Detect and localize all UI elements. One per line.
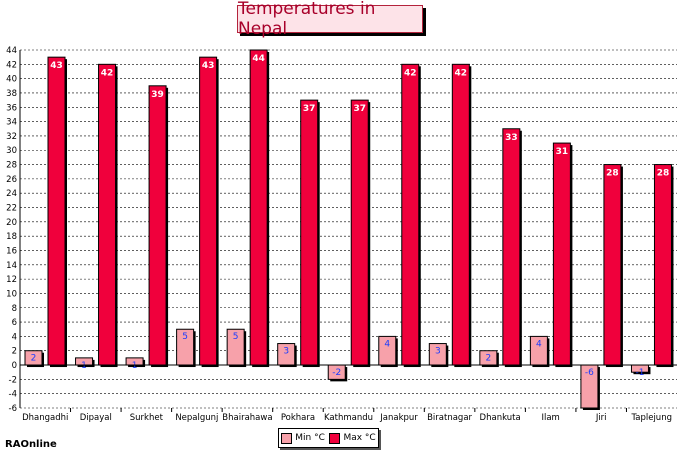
y-tick-label: -2 (9, 375, 17, 385)
data-label-max: 42 (404, 68, 417, 78)
y-tick-label: 12 (6, 275, 17, 285)
y-tick-label: 2 (12, 347, 17, 357)
y-tick-label: 42 (6, 60, 17, 70)
legend-swatch-min (281, 432, 293, 444)
bar-max (47, 56, 66, 366)
y-tick-label: -6 (9, 404, 17, 414)
x-tick-label: Surkhet (130, 413, 164, 423)
bar-max (199, 56, 218, 366)
x-tick-label: Dhankuta (480, 413, 521, 423)
data-label-max: 39 (151, 90, 164, 100)
bar-max (401, 63, 420, 366)
bar-max (603, 164, 622, 366)
bar-max (451, 63, 470, 366)
y-axis-ticks: 4442403836343230282624222018161412108642… (6, 46, 17, 414)
y-tick-label: 0 (12, 361, 17, 371)
bar-max (653, 164, 672, 366)
bar-max (300, 99, 319, 366)
data-label-min: 2 (485, 354, 491, 364)
y-tick-label: 6 (12, 318, 17, 328)
legend-swatch-max (329, 432, 341, 444)
data-label-min: 3 (283, 347, 289, 357)
y-tick-label: 26 (6, 175, 17, 185)
y-tick-label: 34 (6, 118, 17, 128)
y-tick-label: 18 (6, 232, 17, 242)
bar-max (249, 49, 268, 366)
y-tick-label: 22 (6, 204, 17, 214)
x-tick-label: Biratnagar (427, 413, 472, 423)
x-axis-labels: Dhangadhi Dipayal Surkhet Nepalgunj Bhairaha… (22, 413, 672, 423)
y-tick-label: 4 (12, 332, 17, 342)
y-tick-label: 44 (6, 46, 17, 56)
y-tick-label: 24 (6, 189, 17, 199)
x-tick-label: Taplejung (630, 413, 672, 423)
y-tick-label: 20 (6, 218, 17, 228)
y-tick-label: 40 (6, 75, 17, 85)
chart-title: Temperatures in Nepal (237, 0, 423, 39)
data-label-min: 4 (536, 339, 542, 349)
y-tick-label: 32 (6, 132, 17, 142)
x-category-separators (70, 408, 627, 412)
chart-title-text: Temperatures in Nepal (238, 0, 376, 39)
data-label-max: 44 (252, 54, 265, 64)
y-tick-label: 38 (6, 89, 17, 99)
data-label-max: 37 (353, 104, 366, 114)
bar-max (502, 128, 521, 366)
data-label-min: -2 (332, 368, 341, 378)
watermark: RAOnline (5, 439, 57, 450)
bar-max (350, 99, 369, 366)
bar-labels: 243142139543544337-237442342233431-628-1… (31, 54, 670, 378)
y-tick-label: 14 (6, 261, 17, 271)
bars (24, 49, 674, 410)
y-tick-label: 10 (6, 289, 17, 299)
data-label-min: -6 (585, 368, 594, 378)
legend: Min °C Max °C (278, 428, 379, 448)
legend-label-max: Max °C (343, 433, 376, 443)
y-tick-label: -4 (9, 390, 17, 400)
data-label-min: 1 (132, 361, 138, 371)
bar-max (148, 85, 167, 366)
x-tick-label: Janakpur (379, 413, 418, 423)
x-tick-label: Dhangadhi (22, 413, 68, 423)
data-label-min: -1 (635, 368, 644, 378)
data-label-max: 43 (50, 61, 63, 71)
data-label-max: 28 (657, 169, 670, 179)
data-label-max: 43 (202, 61, 215, 71)
data-label-min: 3 (435, 347, 441, 357)
y-tick-label: 36 (6, 103, 17, 113)
data-label-min: 1 (81, 361, 87, 371)
data-label-min: 2 (31, 354, 37, 364)
legend-label-min: Min °C (295, 433, 325, 443)
y-tick-label: 16 (6, 246, 17, 256)
bar-max (98, 63, 117, 366)
x-tick-label: Kathmandu (324, 413, 373, 423)
bar-max (552, 142, 571, 366)
x-tick-label: Ilam (541, 413, 559, 423)
data-label-max: 37 (303, 104, 316, 114)
grid-lines (20, 49, 677, 409)
data-label-min: 4 (384, 339, 390, 349)
x-tick-label: Jiri (595, 413, 607, 423)
y-tick-label: 30 (6, 146, 17, 156)
data-label-min: 5 (233, 332, 239, 342)
data-label-max: 42 (101, 68, 114, 78)
data-label-min: 5 (182, 332, 188, 342)
x-tick-label: Bhairahawa (222, 413, 272, 423)
data-label-max: 42 (455, 68, 468, 78)
legend-item-max: Max °C (329, 432, 376, 444)
x-tick-label: Nepalgunj (175, 413, 218, 423)
x-tick-label: Pokhara (281, 413, 315, 423)
data-label-max: 33 (505, 133, 518, 143)
data-label-max: 28 (606, 169, 619, 179)
y-tick-label: 8 (12, 304, 17, 314)
data-label-max: 31 (556, 147, 569, 157)
y-tick-label: 28 (6, 161, 17, 171)
legend-item-min: Min °C (281, 432, 325, 444)
x-tick-label: Dipayal (80, 413, 112, 423)
